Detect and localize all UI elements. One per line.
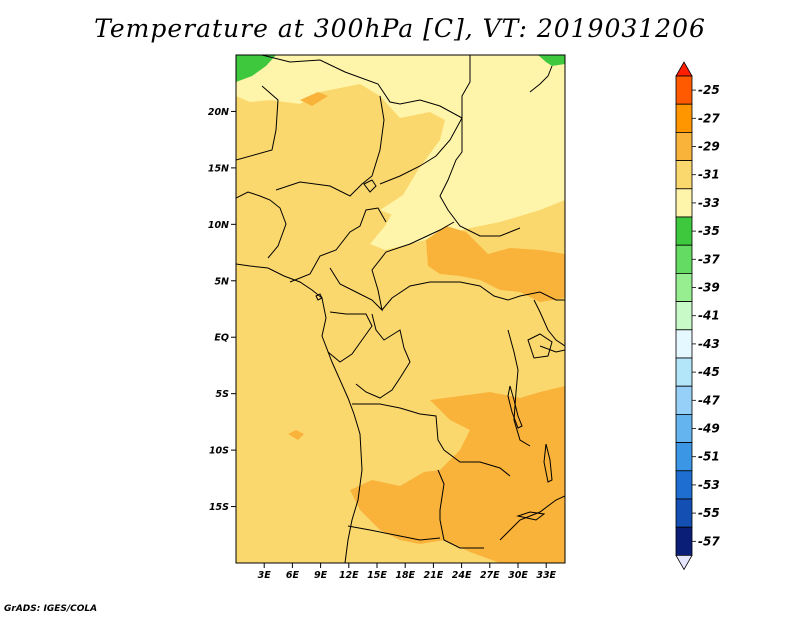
colorbar-label: -55 [698,506,720,520]
border-cameroon-car [329,221,455,312]
border-nigeria-east [289,207,387,283]
border-zambia-south [499,495,565,541]
map-title: Temperature at 300hPa [C], VT: 201903120… [94,14,706,43]
field-warm-southeast [350,386,565,563]
lat-tick-label: 5S [216,389,230,400]
colorbar: -25 -27 -29 -31 -33 -35 -37 -39 -41 -43 -45 -47 -49 -… [675,61,720,571]
lat-tick-label: 5N [214,276,229,287]
colorbar-swatch [675,216,693,246]
border-angola-zambia [437,469,484,549]
field-cool-band [236,55,565,250]
border-niger-nigeria [275,95,385,197]
border-east-lakes [507,329,531,447]
border-congo-gabon [327,311,373,363]
border-east-2 [533,299,565,347]
colorbar-swatch [675,413,693,443]
border-kenya [539,345,565,353]
colorbar-swatch [675,498,693,528]
lat-tick-label: 15N [208,163,229,174]
colorbar-swatch [675,160,693,190]
colorbar-label: -51 [698,450,720,464]
colorbar-label: -43 [698,337,720,351]
map-frame [235,54,566,564]
border-niger-algeria [261,55,471,119]
lake-victoria [527,333,553,359]
border-libya-chad [379,117,463,185]
colorbar-swatch [675,442,693,472]
coastline-west [236,263,363,563]
colorbar-label: -29 [698,140,720,154]
colorbar-label: -39 [698,281,720,295]
colorbar-label: -27 [698,111,720,125]
lon-tick-label: 15E [367,570,387,581]
colorbar-label: -57 [698,534,720,548]
lake-malawi [543,443,553,483]
field-warm-spot-2 [300,92,328,106]
lon-tick-label: 33E [536,570,556,581]
lon-tick-label: 27E [480,570,500,581]
longitude-axis: 3E 6E 9E 12E 15E 18E 21E 24E 27E 30E 33E [258,563,557,581]
border-congo-drc [355,313,411,399]
colorbar-swatch [675,385,693,415]
colorbar-swatch [675,470,693,500]
border-car-drc [381,281,565,311]
lat-tick-label: 10S [209,446,229,457]
colorbar-bottom-arrow [675,555,693,571]
colorbar-label: -41 [698,309,720,323]
lon-tick-label: 18E [395,570,415,581]
colorbar-swatch [675,244,693,274]
lake-kariba [516,511,546,521]
colorbar-swatch [675,526,693,556]
lon-tick-label: 3E [258,570,272,581]
field-green-nw [236,55,276,82]
colorbar-label: -35 [698,224,720,238]
border-nigeria-cameroon [236,191,287,259]
bioko-island [315,293,323,301]
lon-tick-label: 9E [314,570,328,581]
grads-credit: GrADS: IGES/COLA [4,604,98,614]
field-warm-spot [288,430,304,440]
temperature-field [236,55,565,563]
lat-tick-label: 10N [208,220,229,231]
colorbar-label: -31 [698,168,720,182]
colorbar-swatch [675,188,693,218]
lake-tanganyika [507,385,523,429]
colorbar-swatch [675,329,693,359]
border-drc-angola [352,403,511,477]
colorbar-swatch [675,103,693,133]
border-chad-sudan [439,118,521,237]
lat-tick-label: 20N [208,107,229,118]
latitude-axis: 20N 15N 10N 5N EQ 5S 10S 15S [208,107,236,513]
colorbar-swatch [675,357,693,387]
field-cool-streak [380,168,460,218]
colorbar-label: -45 [698,365,720,379]
lon-tick-label: 12E [339,570,359,581]
lat-tick-label: 15S [209,502,229,513]
lat-tick-label: EQ [214,333,229,344]
field-green-ne [538,55,565,66]
colorbar-label: -33 [698,196,720,210]
lon-tick-label: 21E [424,570,444,581]
lon-tick-label: 30E [508,570,528,581]
lon-tick-label: 24E [452,570,472,581]
border-angola-namibia [347,525,441,541]
colorbar-label: -53 [698,478,720,492]
colorbar-top-arrow [675,61,693,77]
colorbar-label: -37 [698,252,720,266]
border-mali-niger [236,85,279,161]
colorbar-label: -25 [698,83,720,97]
colorbar-swatch [675,301,693,331]
colorbar-swatch [675,272,693,302]
red-sea-coast [529,65,553,93]
country-borders [236,55,565,563]
colorbar-label: -49 [698,422,720,436]
lon-tick-label: 6E [286,570,300,581]
lake-chad [363,179,377,193]
colorbar-swatch [675,131,693,161]
colorbar-label: -47 [698,393,720,407]
colorbar-swatch [675,75,693,105]
field-warm-central [426,226,565,302]
